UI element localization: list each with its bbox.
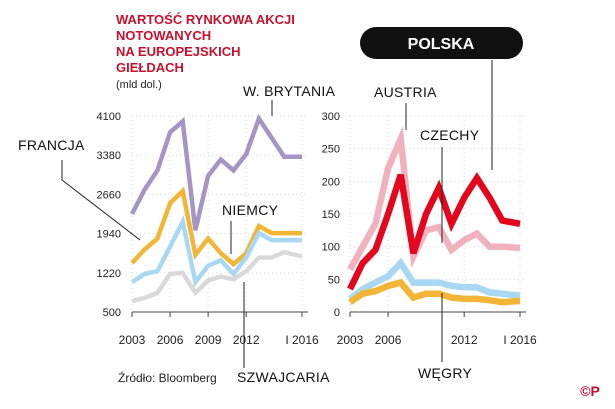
series-line-czechy <box>348 257 521 302</box>
series-line-francja <box>130 186 302 268</box>
label-w-brytania: W. BRYTANIA <box>243 83 336 99</box>
leader-francja <box>61 160 141 241</box>
title-line-1: WARTOŚĆ RYNKOWA AKCJI <box>116 12 295 27</box>
right-xtick-label-0: 2003 <box>337 333 364 347</box>
label-wegry: WĘGRY <box>418 365 472 381</box>
left-xtick-label-1: 2006 <box>157 333 184 347</box>
label-francja: FRANCJA <box>18 137 85 153</box>
polska-badge-bg <box>360 27 523 59</box>
title-line-2: NOTOWANYCH <box>116 28 211 43</box>
title-line-4: GIEŁDACH <box>116 60 184 75</box>
chart-title: WARTOŚĆ RYNKOWA AKCJI NOTOWANYCH NA EURO… <box>116 12 295 75</box>
left-xtick-label-0: 2003 <box>119 333 146 347</box>
left-chart: 500 1220 1940 2660 3380 4100 2003 2006 2009 2012… <box>97 111 319 347</box>
label-niemcy: NIEMCY <box>222 202 279 218</box>
left-ytick-label-3380: 3380 <box>97 150 121 162</box>
right-ytick-label-200: 200 <box>322 176 340 188</box>
right-chart: 0 50 100 150 200 250 300 2003 2006 2012 I 2016 <box>322 111 537 347</box>
left-series <box>130 113 303 304</box>
copyright-text: ©P <box>580 383 600 399</box>
right-ytick-label-50: 50 <box>328 274 340 286</box>
right-xtick-label-2: 2012 <box>451 333 478 347</box>
left-grid <box>131 115 308 313</box>
left-ytick-label-1220: 1220 <box>97 268 121 280</box>
unit-label: (mld dol.) <box>116 79 162 91</box>
right-series <box>347 126 521 306</box>
left-ytick-label-4100: 4100 <box>97 111 121 123</box>
series-line-szwajcaria <box>131 249 303 304</box>
left-ytick-label-2660: 2660 <box>97 189 121 201</box>
left-xtick-label-2: 2009 <box>195 333 222 347</box>
right-ytick-label-100: 100 <box>322 242 340 254</box>
left-xtick-label-3: 2012 <box>233 333 260 347</box>
left-y-axis: 500 1220 1940 2660 3380 4100 <box>97 111 121 319</box>
label-czechy: CZECHY <box>420 127 480 143</box>
series-line-niemcy <box>130 214 302 288</box>
series-line-w-brytania <box>130 113 302 231</box>
series-line-wegry <box>348 278 521 306</box>
title-line-3: NA EUROPEJSKICH <box>116 44 240 59</box>
label-szwajcaria: SZWAJCARIA <box>237 369 330 385</box>
right-ytick-label-0: 0 <box>334 307 340 319</box>
right-ytick-label-150: 150 <box>322 209 340 221</box>
right-xtick-label-1: 2006 <box>375 333 402 347</box>
polska-badge-label: POLSKA <box>408 36 475 53</box>
source-note: Źródło: Bloomberg <box>118 370 217 385</box>
right-ytick-label-300: 300 <box>322 111 340 123</box>
polska-badge: POLSKA <box>360 27 523 59</box>
right-x-axis: 2003 2006 2012 I 2016 <box>337 311 537 347</box>
left-ytick-label-1940: 1940 <box>97 229 121 241</box>
right-y-axis: 0 50 100 150 200 250 300 <box>322 111 340 319</box>
left-xtick-label-4: I 2016 <box>285 333 319 347</box>
label-austria: AUSTRIA <box>374 84 437 100</box>
right-ytick-label-250: 250 <box>322 144 340 156</box>
left-ytick-label-500: 500 <box>103 307 121 319</box>
left-x-axis: 2003 2006 2009 2012 I 2016 <box>119 311 319 347</box>
copyright-mark: ©P <box>580 383 600 399</box>
right-xtick-label-3: I 2016 <box>503 333 537 347</box>
series-labels: W. BRYTANIA FRANCJA NIEMCY SZWAJCARIA AU… <box>18 60 493 385</box>
series-line-austria <box>347 126 521 272</box>
series-line-polska <box>347 172 521 291</box>
